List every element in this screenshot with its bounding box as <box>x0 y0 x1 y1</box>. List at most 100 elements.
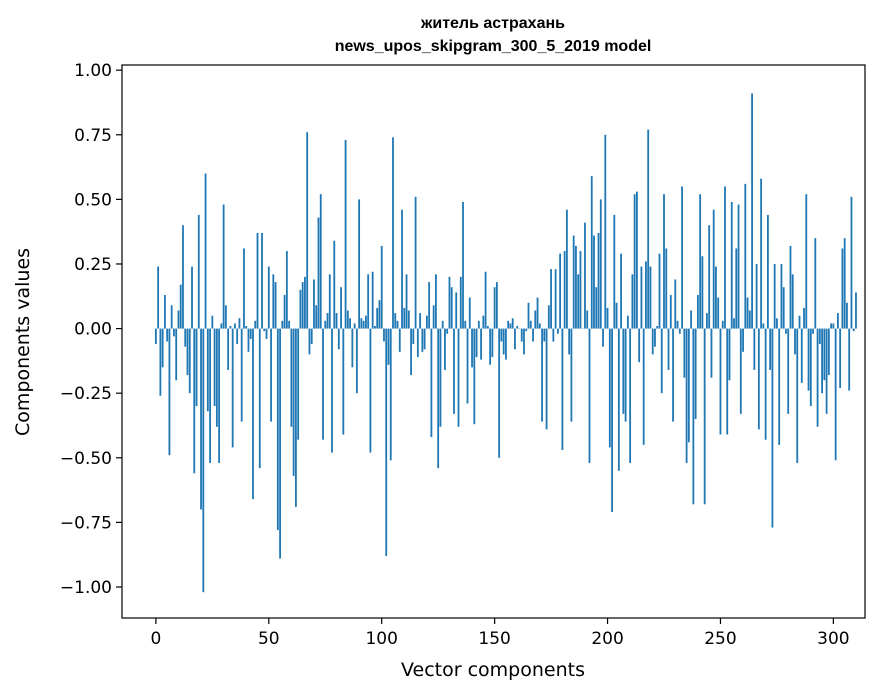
bar-259 <box>739 328 742 414</box>
bar-9 <box>175 328 178 381</box>
bar-199 <box>604 134 607 329</box>
bar-76 <box>326 313 329 329</box>
bar-167 <box>532 328 534 342</box>
bar-19 <box>197 214 200 329</box>
bar-126 <box>439 328 442 427</box>
bar-293 <box>816 328 819 427</box>
bar-145 <box>482 315 485 329</box>
bar-224 <box>660 328 663 394</box>
bar-248 <box>715 266 717 329</box>
bar-192 <box>588 328 591 463</box>
bar-205 <box>617 328 620 471</box>
bar-257 <box>735 248 738 329</box>
bar-234 <box>683 328 686 378</box>
bar-139 <box>468 297 471 329</box>
bar-121 <box>428 282 431 329</box>
bar-37 <box>238 318 241 329</box>
bar-170 <box>538 323 541 329</box>
bar-230 <box>674 279 677 329</box>
bar-177 <box>554 269 557 329</box>
bar-158 <box>511 318 514 329</box>
bar-269 <box>762 323 765 329</box>
bar-30 <box>222 204 225 329</box>
y-tick-label-3: −0.25 <box>60 384 112 404</box>
bar-295 <box>821 328 823 394</box>
bar-284 <box>796 328 799 463</box>
bar-17 <box>193 328 196 474</box>
bar-254 <box>728 328 731 381</box>
bar-276 <box>778 328 781 445</box>
bar-183 <box>568 328 571 355</box>
bar-134 <box>457 328 460 427</box>
bar-127 <box>441 320 444 329</box>
bar-111 <box>405 274 408 329</box>
bar-99 <box>378 300 381 329</box>
bar-102 <box>385 328 388 556</box>
bar-301 <box>834 328 837 461</box>
bar-104 <box>389 328 392 461</box>
bar-157 <box>509 323 512 329</box>
bar-307 <box>848 328 851 391</box>
bar-86 <box>349 318 351 329</box>
bar-271 <box>766 214 769 329</box>
bar-105 <box>392 137 394 329</box>
bar-179 <box>559 253 562 329</box>
bar-4 <box>164 294 166 329</box>
bar-217 <box>645 261 647 329</box>
y-tick-label-5: 0.25 <box>74 255 112 275</box>
bar-171 <box>541 328 543 422</box>
bar-137 <box>464 320 467 329</box>
bar-252 <box>724 186 726 329</box>
bar-218 <box>647 129 650 329</box>
bar-123 <box>432 305 435 329</box>
bar-220 <box>651 328 654 355</box>
bar-125 <box>437 328 440 469</box>
bar-88 <box>353 323 356 329</box>
bar-253 <box>726 328 729 435</box>
bar-130 <box>448 276 451 329</box>
bar-47 <box>261 232 263 329</box>
bar-6 <box>168 328 171 456</box>
bar-128 <box>444 328 446 370</box>
bar-5 <box>166 328 169 342</box>
bar-52 <box>272 274 275 329</box>
bar-162 <box>520 328 523 342</box>
bar-228 <box>669 294 672 329</box>
bar-190 <box>584 222 586 329</box>
bar-272 <box>769 328 772 370</box>
bar-243 <box>703 328 706 505</box>
bar-42 <box>249 328 252 339</box>
bar-169 <box>536 297 539 329</box>
bar-108 <box>398 328 401 352</box>
bar-41 <box>247 328 250 352</box>
bar-232 <box>678 328 681 334</box>
bar-207 <box>622 328 625 414</box>
bar-156 <box>507 320 510 329</box>
bar-141 <box>473 328 476 425</box>
bar-12 <box>182 225 184 329</box>
bar-219 <box>649 266 652 329</box>
bar-249 <box>717 297 720 329</box>
bar-8 <box>173 328 175 337</box>
bar-118 <box>421 328 424 352</box>
bar-298 <box>827 328 830 376</box>
bar-58 <box>285 251 288 329</box>
bar-226 <box>665 248 668 329</box>
bar-281 <box>789 245 792 329</box>
bar-107 <box>396 320 399 329</box>
bar-40 <box>245 326 248 329</box>
bar-292 <box>814 238 817 329</box>
bar-24 <box>209 328 211 463</box>
x-tick-label-250: 250 <box>704 629 736 649</box>
bar-166 <box>529 320 532 329</box>
bar-310 <box>855 292 857 329</box>
x-tick-label-100: 100 <box>365 629 397 649</box>
bar-43 <box>252 328 254 500</box>
bar-202 <box>611 328 613 513</box>
bar-204 <box>615 302 618 329</box>
bar-65 <box>301 282 304 329</box>
bar-89 <box>355 328 358 394</box>
bar-87 <box>351 328 354 368</box>
bar-153 <box>500 328 503 342</box>
